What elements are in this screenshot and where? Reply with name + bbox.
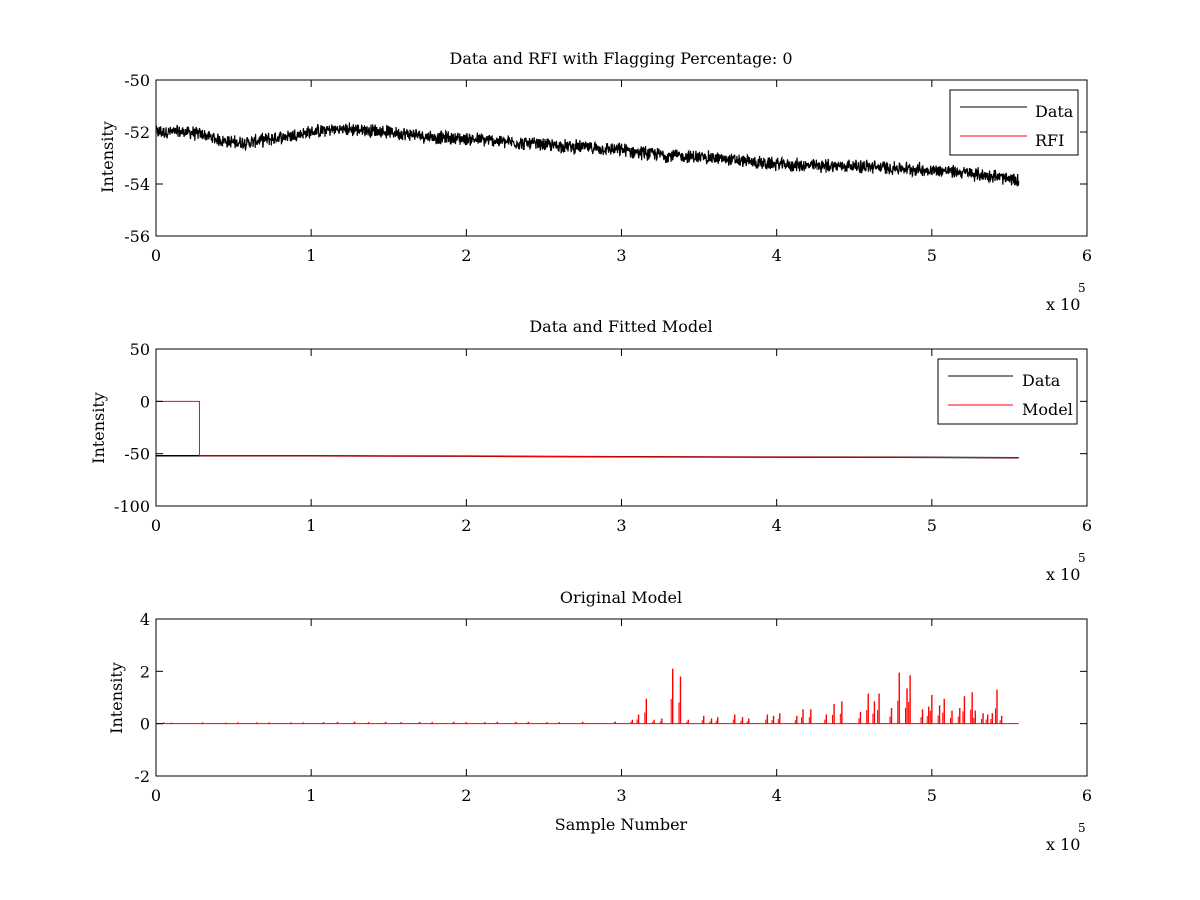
subplot-1-ylabel: Intensity	[98, 121, 117, 193]
x-tick-label: 6	[1082, 516, 1092, 535]
x-tick-label: 6	[1082, 786, 1092, 805]
x-tick-label: 1	[306, 516, 316, 535]
x-tick-label: 6	[1082, 246, 1092, 265]
x-tick-label: 1	[306, 246, 316, 265]
y-tick-label: -100	[114, 497, 150, 516]
y-tick-label: -54	[124, 175, 150, 194]
x-tick-label: 4	[772, 246, 782, 265]
series-data-line	[156, 122, 1020, 187]
subplot-2-legend: Data Model	[937, 358, 1078, 425]
x-tick-label: 0	[151, 786, 161, 805]
subplot-data-and-rfi: Data and RFI with Flagging Percentage: 0…	[98, 49, 1092, 314]
x-tick-label: 2	[461, 246, 471, 265]
subplot-1-series-group	[156, 122, 1020, 187]
y-tick-label: -52	[124, 123, 150, 142]
x-tick-label: 5	[927, 516, 937, 535]
y-tick-label: 0	[140, 392, 150, 411]
subplot-1-legend-label-data: Data	[1035, 102, 1074, 121]
subplot-1-x-exponent-label: x 10	[1046, 295, 1080, 314]
y-tick-label: -50	[124, 445, 150, 464]
subplot-3-x-exponent: 5	[1078, 821, 1086, 835]
subplot-1-x-exponent: 5	[1078, 281, 1086, 295]
subplot-1-legend-box	[949, 89, 1079, 156]
x-tick-label: 1	[306, 786, 316, 805]
y-tick-label: -56	[124, 227, 150, 246]
subplot-3-x-exponent-label: x 10	[1046, 835, 1080, 854]
subplot-3-title: Original Model	[560, 588, 682, 607]
y-tick-label: -2	[134, 767, 150, 786]
x-tick-label: 4	[772, 786, 782, 805]
x-tick-label: 4	[772, 516, 782, 535]
x-tick-label: 0	[151, 246, 161, 265]
x-tick-label: 5	[927, 246, 937, 265]
subplot-1-title: Data and RFI with Flagging Percentage: 0	[449, 49, 792, 68]
subplot-2-title: Data and Fitted Model	[529, 317, 712, 336]
subplot-2-x-exponent: 5	[1078, 551, 1086, 565]
y-tick-label: -50	[124, 71, 150, 90]
y-tick-label: 50	[130, 340, 150, 359]
subplot-1-plot-area: 0 1 2 3 4 5 6 -56 -54 -52 -50	[124, 71, 1092, 265]
subplot-original-model: Original Model Intensity Sample Number x…	[107, 588, 1092, 854]
subplot-2-plot-area: 0 1 2 3 4 5 6 -100 -50 0 50	[114, 340, 1092, 535]
subplot-2-ylabel: Intensity	[89, 392, 108, 464]
x-tick-label: 2	[461, 786, 471, 805]
subplot-2-x-exponent-label: x 10	[1046, 565, 1080, 584]
subplot-1-legend-label-rfi: RFI	[1035, 131, 1064, 150]
subplot-2-series-group	[156, 400, 1019, 459]
x-tick-label: 3	[616, 246, 626, 265]
x-tick-label: 3	[616, 786, 626, 805]
subplot-1-legend: Data RFI	[949, 89, 1079, 156]
x-tick-label: 3	[616, 516, 626, 535]
y-tick-label: 2	[140, 662, 150, 681]
subplot-data-and-fitted-model: Data and Fitted Model Intensity x 10 5 0…	[89, 317, 1092, 584]
x-tick-label: 5	[927, 786, 937, 805]
y-tick-label: 0	[140, 715, 150, 734]
subplot-2-legend-box	[937, 358, 1078, 425]
x-tick-label: 0	[151, 516, 161, 535]
x-tick-label: 2	[461, 516, 471, 535]
subplot-3-ylabel: Intensity	[107, 662, 126, 734]
subplot-3-series-group	[156, 668, 1019, 725]
subplot-3-xlabel: Sample Number	[555, 815, 688, 834]
y-tick-label: 4	[140, 610, 150, 629]
series-model-line	[156, 400, 1019, 459]
subplot-2-legend-label-model: Model	[1022, 400, 1073, 419]
subplot-2-legend-label-data: Data	[1022, 371, 1061, 390]
